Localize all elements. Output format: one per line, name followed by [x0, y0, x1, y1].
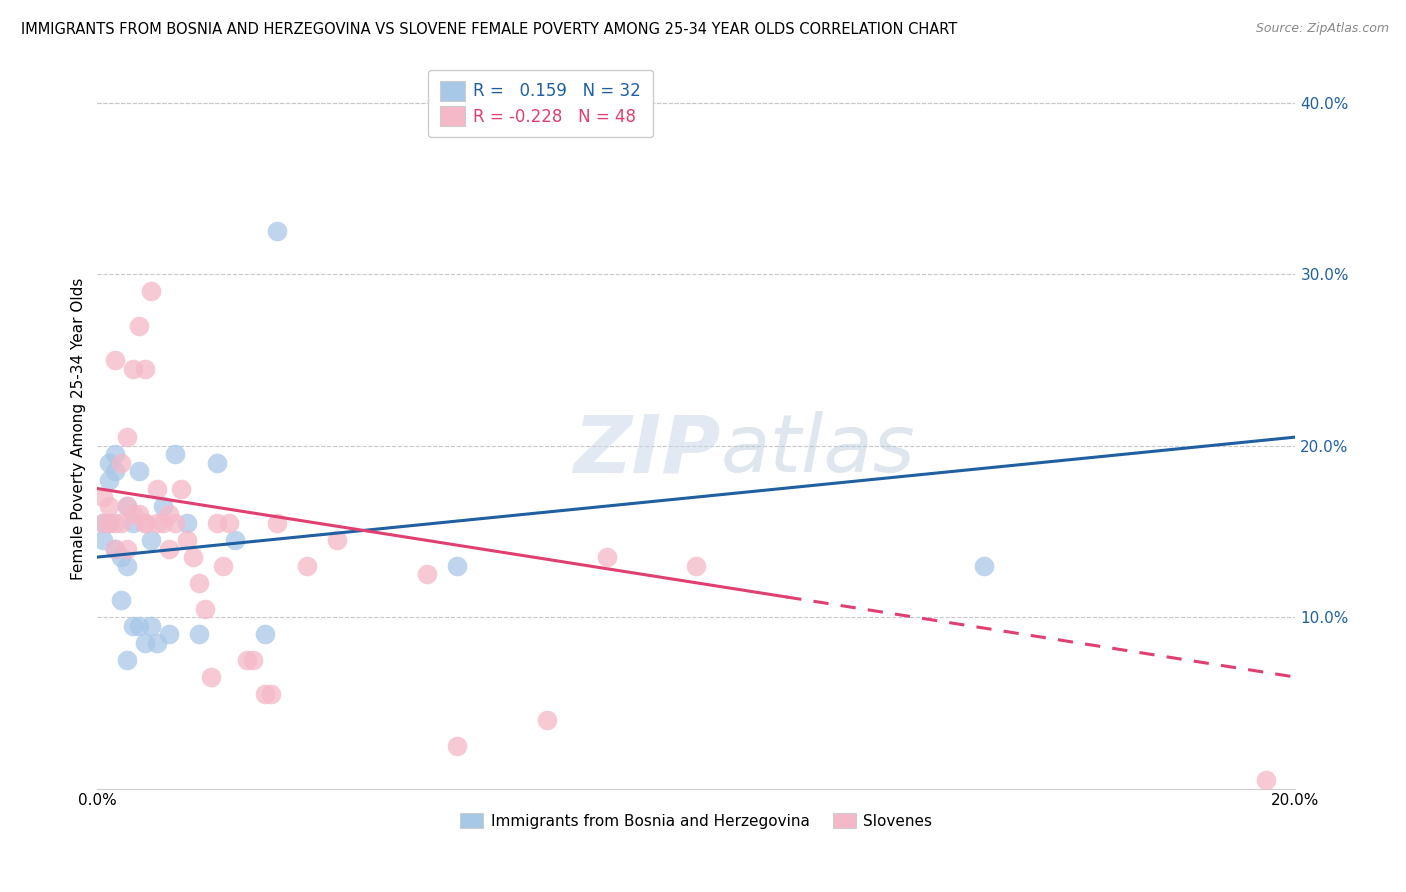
Point	[104, 541, 127, 556]
Point	[122, 361, 145, 376]
Point	[117, 430, 139, 444]
Point	[141, 618, 163, 632]
Point	[104, 541, 127, 556]
Point	[98, 473, 121, 487]
Point	[98, 456, 121, 470]
Point	[188, 627, 211, 641]
Point	[104, 516, 127, 530]
Point	[93, 490, 115, 504]
Point	[122, 516, 145, 530]
Point	[165, 447, 187, 461]
Point	[117, 499, 139, 513]
Point	[128, 507, 150, 521]
Point	[146, 516, 169, 530]
Point	[146, 636, 169, 650]
Point	[110, 593, 132, 607]
Point	[110, 456, 132, 470]
Point	[141, 533, 163, 547]
Point	[266, 224, 288, 238]
Point	[134, 636, 156, 650]
Point	[165, 516, 187, 530]
Point	[326, 533, 349, 547]
Point	[218, 516, 240, 530]
Point	[973, 558, 995, 573]
Point	[128, 618, 150, 632]
Point	[117, 558, 139, 573]
Point	[157, 507, 180, 521]
Point	[104, 464, 127, 478]
Point	[266, 516, 288, 530]
Point	[685, 558, 707, 573]
Point	[176, 533, 198, 547]
Point	[254, 627, 277, 641]
Point	[93, 533, 115, 547]
Point	[98, 516, 121, 530]
Point	[200, 670, 222, 684]
Point	[152, 499, 174, 513]
Point	[194, 601, 217, 615]
Point	[157, 541, 180, 556]
Text: Source: ZipAtlas.com: Source: ZipAtlas.com	[1256, 22, 1389, 36]
Point	[128, 318, 150, 333]
Point	[170, 482, 193, 496]
Point	[104, 447, 127, 461]
Point	[122, 507, 145, 521]
Text: ZIP: ZIP	[574, 411, 720, 489]
Point	[117, 541, 139, 556]
Point	[122, 618, 145, 632]
Point	[117, 499, 139, 513]
Point	[254, 687, 277, 701]
Text: atlas: atlas	[720, 411, 915, 489]
Point	[212, 558, 235, 573]
Point	[260, 687, 283, 701]
Point	[205, 456, 228, 470]
Point	[536, 713, 558, 727]
Y-axis label: Female Poverty Among 25-34 Year Olds: Female Poverty Among 25-34 Year Olds	[72, 277, 86, 580]
Point	[295, 558, 318, 573]
Point	[157, 627, 180, 641]
Point	[236, 653, 259, 667]
Point	[188, 575, 211, 590]
Point	[205, 516, 228, 530]
Point	[93, 516, 115, 530]
Point	[224, 533, 246, 547]
Point	[176, 516, 198, 530]
Point	[152, 516, 174, 530]
Point	[446, 739, 468, 753]
Point	[141, 285, 163, 299]
Point	[98, 516, 121, 530]
Point	[98, 499, 121, 513]
Point	[134, 516, 156, 530]
Point	[1254, 772, 1277, 787]
Point	[595, 550, 617, 565]
Point	[117, 653, 139, 667]
Point	[134, 516, 156, 530]
Point	[104, 353, 127, 368]
Point	[181, 550, 204, 565]
Text: IMMIGRANTS FROM BOSNIA AND HERZEGOVINA VS SLOVENE FEMALE POVERTY AMONG 25-34 YEA: IMMIGRANTS FROM BOSNIA AND HERZEGOVINA V…	[21, 22, 957, 37]
Point	[134, 361, 156, 376]
Point	[416, 567, 439, 582]
Point	[110, 550, 132, 565]
Point	[446, 558, 468, 573]
Point	[242, 653, 264, 667]
Point	[93, 516, 115, 530]
Legend: Immigrants from Bosnia and Herzegovina, Slovenes: Immigrants from Bosnia and Herzegovina, …	[454, 806, 938, 835]
Point	[128, 464, 150, 478]
Point	[146, 482, 169, 496]
Point	[110, 516, 132, 530]
